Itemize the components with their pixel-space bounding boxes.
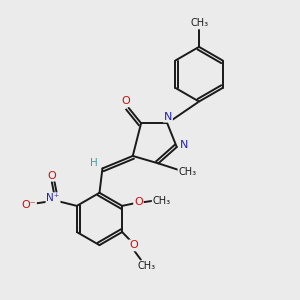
Text: O⁻: O⁻ [21,200,36,210]
Text: H: H [90,158,98,168]
Text: N: N [180,140,188,150]
Text: CH₃: CH₃ [178,167,196,177]
Text: O: O [129,240,138,250]
Text: CH₃: CH₃ [138,261,156,271]
Text: N⁺: N⁺ [46,193,60,203]
Text: O: O [134,197,143,207]
Text: O: O [122,96,130,106]
Text: CH₃: CH₃ [190,18,209,28]
Text: O: O [47,171,56,181]
Text: CH₃: CH₃ [153,196,171,206]
Text: N: N [164,112,172,122]
